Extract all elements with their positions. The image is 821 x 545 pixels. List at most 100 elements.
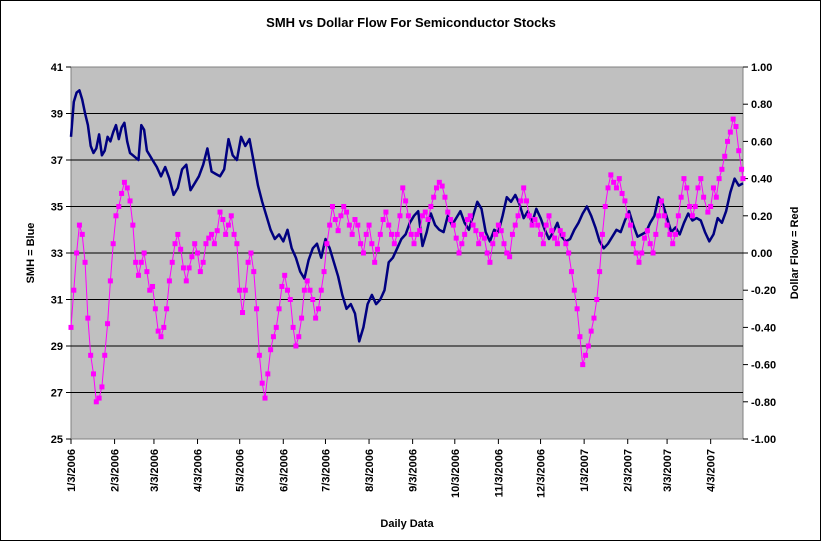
data-point-dollar-flow xyxy=(397,213,403,219)
data-point-dollar-flow xyxy=(113,213,119,219)
data-point-dollar-flow xyxy=(653,231,659,237)
data-point-dollar-flow xyxy=(341,204,347,209)
data-point-dollar-flow xyxy=(178,246,184,252)
data-point-dollar-flow xyxy=(135,272,141,278)
y-left-tick-label: 35 xyxy=(51,202,63,214)
data-point-dollar-flow xyxy=(400,185,406,191)
data-point-dollar-flow xyxy=(705,209,711,215)
data-point-dollar-flow xyxy=(673,231,679,237)
data-point-dollar-flow xyxy=(523,198,529,204)
data-point-dollar-flow xyxy=(664,222,670,228)
data-point-dollar-flow xyxy=(234,241,240,247)
data-point-dollar-flow xyxy=(327,222,333,228)
data-point-dollar-flow xyxy=(628,222,634,228)
x-tick-label: 1/3/2007 xyxy=(579,449,591,492)
data-point-dollar-flow xyxy=(386,222,392,228)
data-point-dollar-flow xyxy=(594,297,600,302)
data-point-dollar-flow xyxy=(481,235,487,241)
data-point-dollar-flow xyxy=(206,235,212,241)
data-point-dollar-flow xyxy=(602,204,608,209)
data-point-dollar-flow xyxy=(636,259,642,265)
data-point-dollar-flow xyxy=(473,228,479,234)
data-point-dollar-flow xyxy=(740,176,746,182)
data-point-dollar-flow xyxy=(380,217,386,223)
data-point-dollar-flow xyxy=(147,287,153,293)
data-point-dollar-flow xyxy=(335,228,341,234)
data-point-dollar-flow xyxy=(259,380,265,386)
y-left-tick-label: 41 xyxy=(51,62,63,74)
data-point-dollar-flow xyxy=(82,259,88,265)
data-point-dollar-flow xyxy=(105,321,111,327)
x-tick-label: 12/3/2006 xyxy=(536,449,548,498)
x-tick-label: 8/3/2006 xyxy=(364,449,376,492)
data-point-dollar-flow xyxy=(355,222,361,228)
data-point-dollar-flow xyxy=(642,235,648,241)
data-point-dollar-flow xyxy=(630,241,636,247)
data-point-dollar-flow xyxy=(698,176,704,182)
x-axis: 1/3/2006 2/3/2006 3/3/2006 4/3/2006 5/3/2006… xyxy=(66,439,718,498)
x-tick-label: 2/3/2006 xyxy=(110,449,122,492)
data-point-dollar-flow xyxy=(708,204,714,209)
y-right-tick-label: -0.20 xyxy=(751,285,776,297)
data-point-dollar-flow xyxy=(192,241,198,247)
data-point-dollar-flow xyxy=(150,283,156,289)
data-point-dollar-flow xyxy=(450,222,456,228)
data-point-dollar-flow xyxy=(498,228,504,234)
data-point-dollar-flow xyxy=(68,324,74,330)
data-point-dollar-flow xyxy=(220,217,226,223)
y-right-tick-label: 0.80 xyxy=(751,99,772,111)
data-point-dollar-flow xyxy=(403,198,409,204)
y-left-tick-label: 27 xyxy=(51,388,63,400)
data-point-dollar-flow xyxy=(158,334,164,340)
data-point-dollar-flow xyxy=(358,241,364,247)
series-line-smh xyxy=(69,89,744,343)
data-point-dollar-flow xyxy=(568,269,574,275)
data-point-dollar-flow xyxy=(405,213,411,219)
x-tick-label: 3/3/2006 xyxy=(149,449,161,492)
data-point-dollar-flow xyxy=(436,179,442,185)
data-point-dollar-flow xyxy=(268,347,274,353)
data-point-dollar-flow xyxy=(479,231,485,237)
data-point-dollar-flow xyxy=(644,228,650,234)
data-point-dollar-flow xyxy=(736,148,742,154)
x-axis-label: Daily Data xyxy=(380,518,434,530)
data-point-dollar-flow xyxy=(722,153,728,159)
data-point-dollar-flow xyxy=(701,194,707,200)
data-point-dollar-flow xyxy=(285,287,291,293)
y-axis-left-label: SMH = Blue xyxy=(25,223,37,284)
data-point-dollar-flow xyxy=(719,166,725,172)
data-point-dollar-flow xyxy=(262,395,268,401)
data-point-dollar-flow xyxy=(608,172,614,178)
data-point-dollar-flow xyxy=(411,241,417,247)
data-point-dollar-flow xyxy=(509,231,515,237)
data-point-dollar-flow xyxy=(431,194,437,200)
data-point-dollar-flow xyxy=(484,250,490,256)
data-point-dollar-flow xyxy=(301,287,307,293)
data-point-dollar-flow xyxy=(88,352,94,358)
data-point-dollar-flow xyxy=(408,231,414,237)
data-point-dollar-flow xyxy=(332,217,338,223)
data-point-dollar-flow xyxy=(622,198,628,204)
data-point-dollar-flow xyxy=(138,259,144,265)
data-point-dollar-flow xyxy=(464,217,470,223)
data-point-dollar-flow xyxy=(535,222,541,228)
data-point-dollar-flow xyxy=(675,213,681,219)
right-axis: 1.00 0.80 0.60 0.40 0.20 0.00 -0.20 -0.40 -0.60 -… xyxy=(743,62,776,446)
data-point-dollar-flow xyxy=(656,213,662,219)
data-point-dollar-flow xyxy=(251,269,257,275)
data-point-dollar-flow xyxy=(661,213,667,219)
y-axis-right-label: Dollar Flow = Red xyxy=(789,207,801,300)
data-point-dollar-flow xyxy=(470,222,476,228)
data-point-dollar-flow xyxy=(133,259,139,265)
data-point-dollar-flow xyxy=(363,231,369,237)
x-tick-label: 9/3/2006 xyxy=(408,449,420,492)
data-point-dollar-flow xyxy=(369,241,375,247)
data-point-dollar-flow xyxy=(462,231,468,237)
data-point-dollar-flow xyxy=(495,222,501,228)
data-point-dollar-flow xyxy=(144,269,150,275)
data-point-dollar-flow xyxy=(99,384,105,390)
data-point-dollar-flow xyxy=(265,371,271,377)
data-point-dollar-flow xyxy=(730,116,736,122)
x-tick-label: 10/3/2006 xyxy=(450,449,462,498)
data-point-dollar-flow xyxy=(434,185,440,191)
